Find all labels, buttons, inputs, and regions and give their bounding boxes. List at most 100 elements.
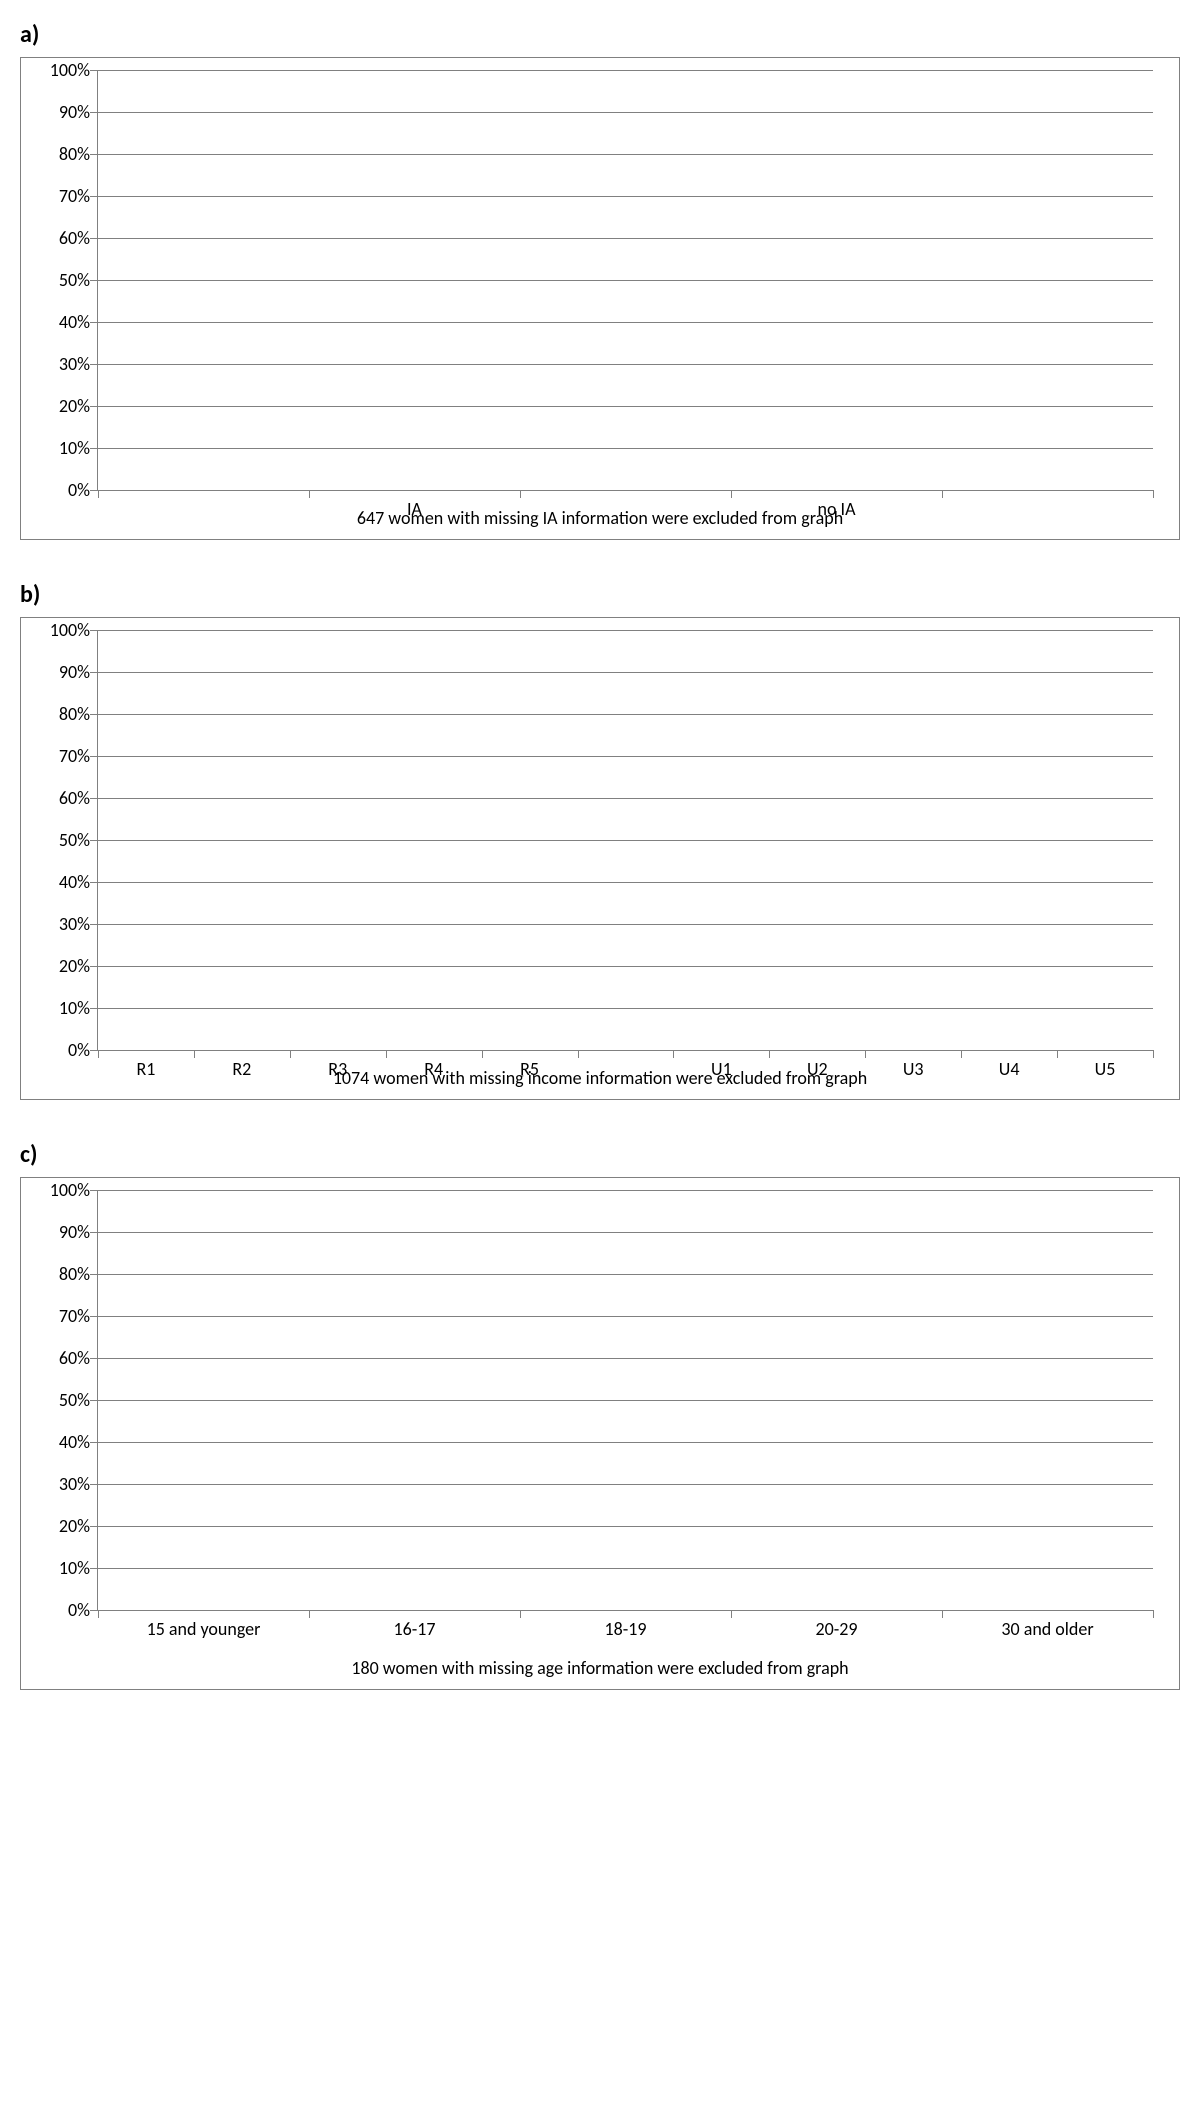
y-axis-label: 10%: [38, 1557, 90, 1579]
panel-0: a) 0%10%20%30%40%50%60%70%80%90%100%IAno …: [20, 20, 1180, 540]
y-tick: [90, 1484, 98, 1485]
chart-frame: 0%10%20%30%40%50%60%70%80%90%100%R1R2R3R…: [20, 617, 1180, 1100]
panel-2: c) 0% 10% 20% 30% 40% 50% 60% 70% 80% 90% 100% 15 an…: [20, 1140, 1180, 1690]
y-tick: [90, 1232, 98, 1233]
y-axis-label: 60%: [38, 227, 90, 249]
y-axis-label: 50%: [38, 269, 90, 291]
x-tick: [98, 490, 99, 498]
y-axis-label: 80%: [38, 143, 90, 165]
chart-panels-root: a)0%10%20%30%40%50%60%70%80%90%100%IAno …: [20, 20, 1180, 1690]
y-tick: [90, 112, 98, 113]
y-axis-label: 20%: [38, 395, 90, 417]
x-tick: [731, 1610, 732, 1618]
y-tick: [90, 238, 98, 239]
y-tick: [90, 1050, 98, 1051]
y-tick: [90, 280, 98, 281]
y-tick: [90, 672, 98, 673]
x-tick: [942, 490, 943, 498]
x-tick: [98, 1610, 99, 1618]
x-tick: [1153, 1610, 1154, 1618]
chart-frame: 0%10%20%30%40%50%60%70%80%90%100%IAno IA…: [20, 57, 1180, 540]
y-axis-label: 80%: [38, 1263, 90, 1285]
y-axis-label: 20%: [38, 955, 90, 977]
plot-area: 0%10%20%30%40%50%60%70%80%90%100%15 and …: [97, 1190, 1153, 1611]
x-tick: [673, 1050, 674, 1058]
y-axis-label: 30%: [38, 1473, 90, 1495]
y-tick: [90, 630, 98, 631]
y-axis-label: 40%: [38, 1431, 90, 1453]
x-tick: [961, 1050, 962, 1058]
y-axis-label: 10%: [38, 997, 90, 1019]
y-tick: [90, 882, 98, 883]
y-axis-label: 70%: [38, 1305, 90, 1327]
plot-area: 0%10%20%30%40%50%60%70%80%90%100%IAno IA: [97, 70, 1153, 491]
y-axis-label: 60%: [38, 787, 90, 809]
x-tick: [731, 490, 732, 498]
y-axis-label: 0%: [38, 1599, 90, 1621]
y-axis-label: 60%: [38, 1347, 90, 1369]
y-tick: [90, 364, 98, 365]
x-tick: [194, 1050, 195, 1058]
y-tick: [90, 196, 98, 197]
y-tick: [90, 1568, 98, 1569]
y-tick: [90, 448, 98, 449]
y-tick: [90, 322, 98, 323]
x-tick: [1153, 490, 1154, 498]
y-tick: [90, 966, 98, 967]
y-axis-label: 100%: [38, 619, 90, 641]
y-axis-label: 50%: [38, 1389, 90, 1411]
y-tick: [90, 70, 98, 71]
chart-caption: 180 women with missing age information w…: [21, 1657, 1179, 1679]
y-axis-label: 40%: [38, 871, 90, 893]
panel-label: c): [20, 1140, 1180, 1169]
y-tick: [90, 490, 98, 491]
x-tick: [865, 1050, 866, 1058]
y-axis-label: 0%: [38, 479, 90, 501]
x-tick: [386, 1050, 387, 1058]
x-axis-label: 30 and older: [921, 1620, 1174, 1640]
panel-label: a): [20, 20, 1180, 49]
y-axis-label: 20%: [38, 1515, 90, 1537]
y-axis-label: 70%: [38, 185, 90, 207]
x-tick: [942, 1610, 943, 1618]
y-tick: [90, 1316, 98, 1317]
x-tick: [769, 1050, 770, 1058]
x-tick: [1153, 1050, 1154, 1058]
x-tick: [309, 490, 310, 498]
y-axis-label: 100%: [38, 1179, 90, 1201]
y-tick: [90, 154, 98, 155]
chart-caption: 1074 women with missing income informati…: [21, 1067, 1179, 1089]
x-tick: [1057, 1050, 1058, 1058]
y-tick: [90, 1008, 98, 1009]
x-tick: [98, 1050, 99, 1058]
y-axis-label: 0%: [38, 1039, 90, 1061]
bars-container: IAno IA: [98, 70, 1153, 490]
y-axis-label: 10%: [38, 437, 90, 459]
panel-label: b): [20, 580, 1180, 609]
x-tick: [578, 1050, 579, 1058]
y-tick: [90, 1190, 98, 1191]
panel-1: b) 0%10%20%30%40%50%60%70%80%90%100%R1R2R…: [20, 580, 1180, 1100]
y-tick: [90, 924, 98, 925]
y-axis-label: 40%: [38, 311, 90, 333]
y-tick: [90, 798, 98, 799]
y-axis-label: 50%: [38, 829, 90, 851]
y-axis-label: 80%: [38, 703, 90, 725]
bars-container: R1R2R3R4R5U1U2U3U4U5: [98, 630, 1153, 1050]
plot-area: 0%10%20%30%40%50%60%70%80%90%100%R1R2R3R…: [97, 630, 1153, 1051]
x-tick: [520, 490, 521, 498]
x-tick: [309, 1610, 310, 1618]
y-tick: [90, 1442, 98, 1443]
y-tick: [90, 406, 98, 407]
y-tick: [90, 1274, 98, 1275]
y-axis-label: 100%: [38, 59, 90, 81]
y-axis-label: 90%: [38, 1221, 90, 1243]
y-tick: [90, 1400, 98, 1401]
y-axis-label: 70%: [38, 745, 90, 767]
y-tick: [90, 756, 98, 757]
y-axis-label: 90%: [38, 101, 90, 123]
x-tick: [290, 1050, 291, 1058]
x-tick: [482, 1050, 483, 1058]
bars-container: 15 and younger16-1718-1920-2930 and olde…: [98, 1190, 1153, 1610]
chart-frame: 0% 10% 20% 30% 40% 50% 60% 70% 80% 90% 100% 15 and …: [20, 1177, 1180, 1690]
